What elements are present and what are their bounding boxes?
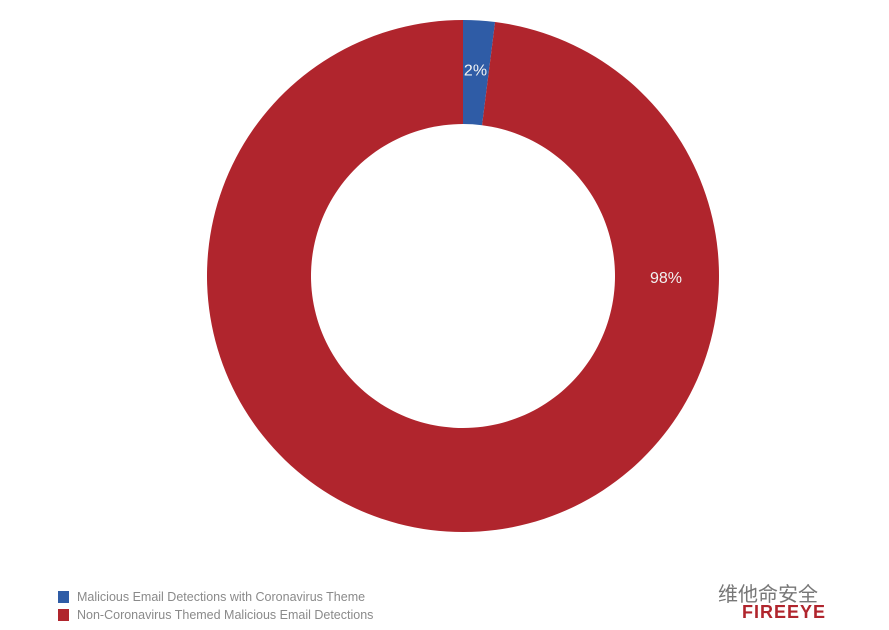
legend: Malicious Email Detections with Coronavi… [58, 588, 373, 624]
legend-label: Non-Coronavirus Themed Malicious Email D… [77, 608, 374, 622]
data-label-0: 2% [464, 62, 487, 79]
fireeye-logo: FIREEYE [742, 602, 827, 622]
watermark-text: 维他命安全 [718, 584, 818, 606]
legend-swatch-blue [58, 591, 69, 603]
donut-slice-0 [463, 20, 496, 126]
legend-swatch-red [58, 609, 69, 621]
donut-slice-1 [207, 20, 720, 532]
legend-label: Malicious Email Detections with Coronavi… [77, 590, 366, 604]
legend-item-non-coronavirus: Non-Coronavirus Themed Malicious Email D… [58, 606, 373, 624]
data-label-1: 98% [650, 270, 682, 287]
legend-item-coronavirus: Malicious Email Detections with Coronavi… [58, 588, 373, 606]
